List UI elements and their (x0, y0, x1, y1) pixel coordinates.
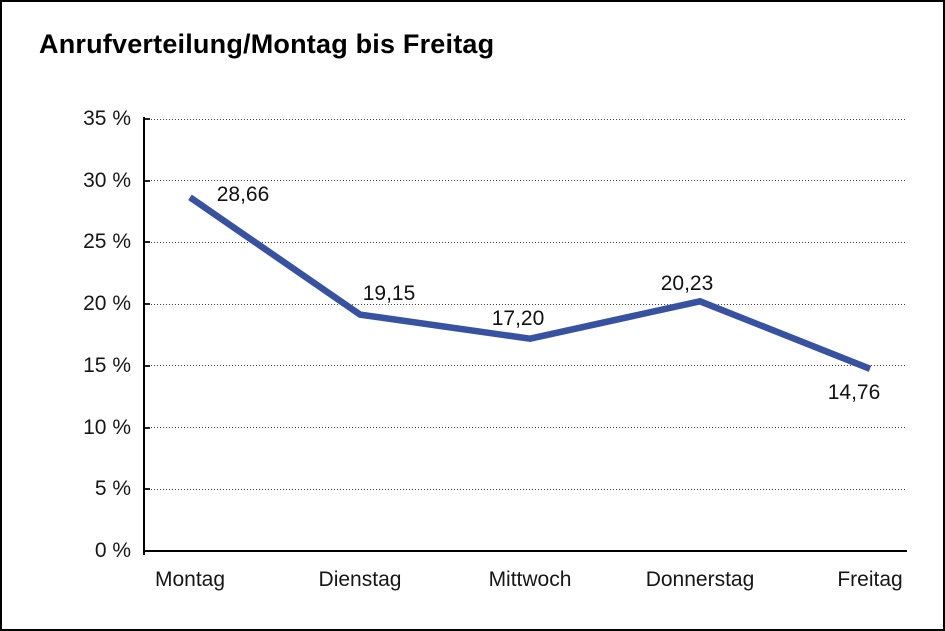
x-axis-tick-label: Mittwoch (488, 568, 572, 591)
x-axis-tick-label: Dienstag (318, 568, 402, 591)
x-axis-tick-label: Freitag (837, 568, 903, 591)
gridline (145, 180, 907, 182)
chart-title: Anrufverteilung/Montag bis Freitag (39, 29, 495, 59)
y-axis-tick-label: 35 % (83, 107, 131, 130)
data-line (188, 194, 872, 372)
gridline (145, 118, 907, 120)
gridline (145, 303, 907, 305)
gridline (145, 365, 907, 367)
y-axis-tick-label: 5 % (94, 477, 131, 501)
gridline (145, 241, 907, 243)
y-axis-tick (145, 364, 150, 367)
y-axis-tick (145, 179, 150, 182)
y-axis-tick-label: 30 % (83, 168, 131, 192)
y-axis-tick-label: 0 % (94, 539, 131, 562)
y-axis-tick-label: 15 % (83, 353, 131, 377)
y-axis-tick-label: 10 % (83, 415, 131, 439)
y-axis-tick-label: 20 % (83, 292, 131, 316)
y-axis-tick (145, 426, 150, 429)
y-axis-tick (145, 303, 150, 306)
x-axis-tick-label: Montag (154, 568, 226, 591)
data-point-label: 28,66 (216, 183, 270, 207)
data-point-label: 20,23 (660, 272, 714, 296)
y-axis-tick-label: 25 % (83, 230, 131, 254)
y-axis-tick (145, 118, 150, 120)
gridline (145, 488, 907, 490)
data-point-label: 17,20 (491, 306, 545, 330)
x-axis-tick-label: Donnerstag (645, 568, 755, 591)
data-point-label: 19,15 (362, 281, 416, 305)
x-axis-line (143, 550, 907, 552)
gridline (145, 427, 907, 429)
data-point-label: 14,76 (827, 380, 881, 404)
y-axis-tick (145, 488, 150, 491)
y-axis-tick (145, 241, 150, 244)
y-axis-line (143, 117, 145, 555)
